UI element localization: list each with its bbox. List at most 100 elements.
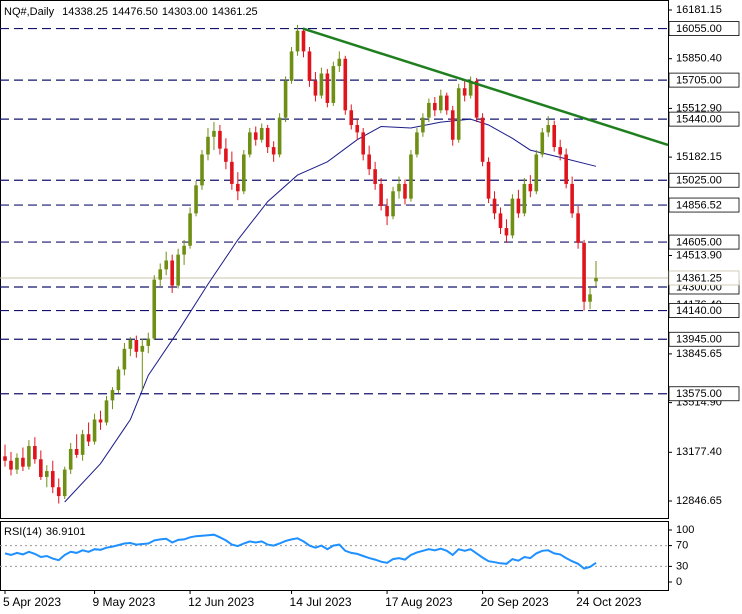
candle-body: [241, 154, 246, 192]
candle-body: [56, 487, 61, 497]
candle-body: [403, 183, 407, 199]
level-label-box: [668, 331, 740, 347]
price-label: 14361.25: [676, 272, 722, 284]
level-label-box: [668, 386, 740, 402]
candle-body: [409, 154, 413, 199]
candle-body: [80, 434, 85, 455]
header-value: 14338.25: [62, 6, 108, 18]
candle-body: [462, 88, 467, 96]
level-label: 13945.00: [676, 334, 722, 346]
candle-body: [224, 148, 228, 162]
level-label-box: [668, 303, 740, 318]
candle-body: [307, 51, 312, 81]
candle-body: [540, 132, 545, 155]
x-tick-label: 24 Oct 2023: [576, 595, 642, 609]
candle-body: [110, 390, 115, 401]
candle-body: [164, 260, 168, 270]
candle-body: [182, 245, 186, 255]
candle-body: [379, 183, 383, 207]
level-label: 15440.00: [676, 114, 722, 126]
candle-body: [295, 30, 300, 52]
candle-body: [218, 130, 222, 149]
candle-body: [552, 125, 557, 148]
level-label-box: [668, 197, 740, 213]
candle-body: [27, 446, 31, 467]
candle-body: [450, 110, 455, 140]
candle-body: [134, 340, 139, 352]
candle-body: [74, 448, 79, 455]
candle-body: [367, 154, 371, 170]
candle-body: [45, 471, 49, 477]
candle-body: [588, 294, 592, 302]
candle-body: [594, 277, 598, 282]
candle-body: [522, 183, 527, 214]
candle-body: [355, 125, 360, 133]
y-tick-label: 13177.40: [676, 446, 722, 458]
candle-body: [206, 136, 210, 155]
candle-body: [415, 132, 419, 155]
candle-body: [152, 279, 157, 339]
candle-body: [289, 51, 294, 81]
candle-body: [456, 88, 461, 140]
candle-body: [504, 228, 509, 236]
candle-body: [546, 125, 551, 133]
candle-body: [528, 183, 533, 192]
level-label: 16055.00: [676, 23, 722, 35]
candle-body: [68, 448, 73, 470]
chart-title: NQ#,Daily: [4, 6, 55, 18]
candle-body: [283, 80, 288, 118]
candle-body: [301, 30, 306, 52]
header-value: 14361.25: [212, 6, 258, 18]
candle-body: [33, 446, 37, 460]
candle-body: [212, 130, 216, 137]
level-label-box: [668, 234, 740, 250]
candle-body: [188, 213, 192, 246]
x-tick-label: 14 Jul 2023: [290, 595, 352, 609]
candle-body: [433, 102, 437, 111]
rsi-title: RSI(14): [4, 526, 42, 538]
x-tick-label: 5 Apr 2023: [3, 595, 61, 609]
candle-body: [116, 369, 121, 391]
candle-body: [325, 73, 330, 103]
candle-body: [200, 154, 204, 186]
rsi-line: [4, 533, 597, 570]
candle-body: [3, 456, 7, 461]
candle-body: [486, 161, 491, 199]
candle-body: [480, 117, 485, 162]
candle-body: [391, 191, 395, 217]
candle-body: [534, 154, 539, 192]
candle-body: [236, 183, 240, 192]
candle-body: [385, 206, 389, 217]
price-label-box: [668, 270, 740, 286]
level-label: 14856.52: [676, 199, 722, 211]
candle-body: [176, 254, 180, 286]
x-tick-label: 12 Jun 2023: [188, 595, 254, 609]
candle-body: [39, 459, 43, 477]
candle-body: [265, 127, 270, 148]
candle-body: [9, 460, 13, 470]
y-tick-label: 16181.15: [676, 4, 722, 16]
candle-body: [444, 95, 449, 111]
candle-body: [158, 269, 163, 280]
candle-body: [397, 183, 401, 192]
candle-body: [474, 80, 479, 118]
candle-body: [271, 147, 276, 155]
candle-body: [50, 471, 55, 488]
y-tick-label: 15512.90: [676, 102, 722, 114]
candle-body: [98, 419, 103, 423]
candle-body: [492, 198, 497, 214]
rsi-tick-label: 0: [676, 576, 682, 588]
candle-body: [582, 242, 586, 302]
candle-body: [337, 58, 342, 67]
candle-body: [570, 183, 574, 214]
x-tick-label: 9 May 2023: [93, 595, 156, 609]
moving-average: [64, 118, 597, 503]
level-label-box: [668, 72, 740, 88]
candle-body: [230, 161, 234, 184]
candle-body: [558, 147, 562, 155]
rsi-tick-label: 100: [676, 524, 694, 536]
level-label: 15025.00: [676, 175, 722, 187]
candle-body: [86, 434, 91, 442]
